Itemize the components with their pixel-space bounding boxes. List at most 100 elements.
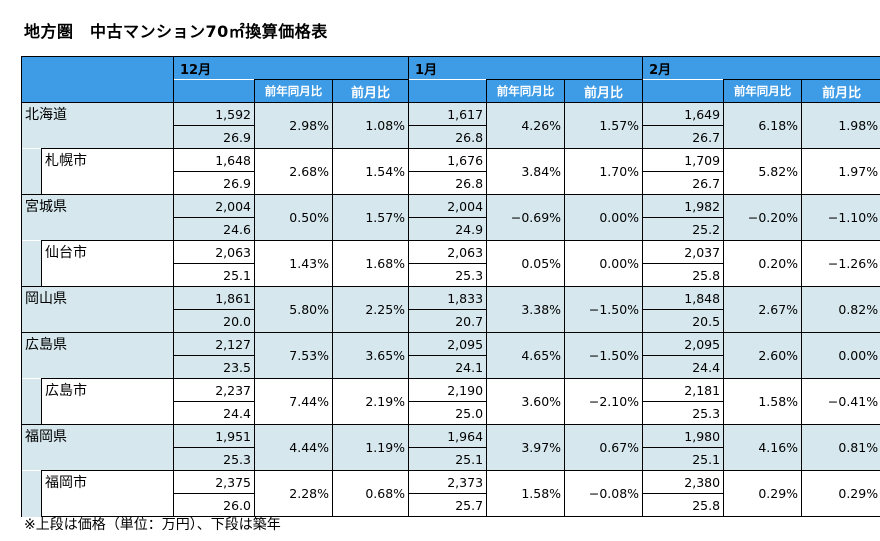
header-blank [408, 79, 488, 103]
price-cell: 2,190 [408, 378, 488, 402]
region-row-price: 北海道 1,592 2.98% 1.08% 1,617 4.26% 1.57% 1,649 6.… [21, 102, 880, 149]
region-row-age: 24.4 25.0 25.3 [22, 401, 880, 425]
region-row-age: 25.3 25.1 25.1 [22, 447, 880, 471]
yoy-cell: 2.60% [723, 332, 803, 379]
header-corner [21, 56, 174, 103]
header-mom: 前月比 [801, 79, 880, 103]
age-cell: 25.3 [408, 263, 488, 287]
mom-cell: 1.97% [801, 148, 880, 195]
region-row-price: 仙台市 2,063 1.43% 1.68% 2,063 0.05% 0.00% 2,037 0.… [21, 240, 880, 287]
region-row-price: 宮城県 2,004 0.50% 1.57% 2,004 −0.69% 0.00% 1,982−… [21, 194, 880, 241]
mom-cell: −1.26% [801, 240, 880, 287]
region-name: 札幌市 [41, 148, 174, 195]
mom-cell: 0.67% [564, 424, 644, 471]
region-name: 福岡市 [41, 470, 174, 517]
region-row-age: 24.6 24.9 25.2 [22, 217, 880, 241]
price-cell: 1,848 [642, 286, 725, 310]
region-row-price: 札幌市 1,648 2.68% 1.54% 1,676 3.84% 1.70% 1,709 5.… [21, 148, 880, 195]
age-cell: 26.8 [408, 171, 488, 195]
age-cell: 26.9 [173, 171, 255, 195]
header-month: 1月 [408, 56, 644, 80]
page-title: 地方圏 中古マンション70㎡換算価格表 [24, 22, 328, 41]
mom-cell: 1.08% [331, 102, 410, 149]
price-cell: 2,004 [408, 194, 488, 218]
mom-cell: −2.10% [564, 378, 644, 425]
yoy-cell: 4.26% [486, 102, 566, 149]
age-cell: 25.8 [642, 493, 725, 517]
header-sub-row: 前年同月比 前月比 前年同月比 前月比 前年同月比 前月比 [22, 79, 880, 103]
price-cell: 1,964 [408, 424, 488, 448]
mom-cell: −0.41% [801, 378, 880, 425]
price-cell: 2,063 [408, 240, 488, 264]
price-cell: 2,380 [642, 470, 725, 494]
age-cell: 20.0 [173, 309, 255, 333]
price-cell: 2,127 [173, 332, 255, 356]
price-cell: 2,037 [642, 240, 725, 264]
region-name: 広島市 [41, 378, 174, 425]
header-mom: 前月比 [564, 79, 644, 103]
age-cell: 25.8 [642, 263, 725, 287]
header-yoy: 前年同月比 [723, 79, 803, 103]
yoy-cell: 3.97% [486, 424, 566, 471]
age-cell: 24.4 [642, 355, 725, 379]
header-yoy: 前年同月比 [486, 79, 566, 103]
header-yoy: 前年同月比 [254, 79, 333, 103]
price-cell: 1,592 [173, 102, 255, 126]
header-month: 12月 [172, 56, 410, 80]
age-cell: 24.4 [173, 401, 255, 425]
age-cell: 23.5 [173, 355, 255, 379]
price-cell: 2,095 [408, 332, 488, 356]
yoy-cell: 3.60% [486, 378, 566, 425]
price-cell: 1,617 [408, 102, 488, 126]
region-name: 福岡県 [21, 424, 174, 471]
yoy-cell: 1.58% [486, 470, 566, 517]
mom-cell: 3.65% [331, 332, 410, 379]
header-blank [173, 79, 255, 103]
price-cell: 2,063 [173, 240, 255, 264]
age-cell: 24.6 [173, 217, 255, 241]
yoy-cell: 5.80% [254, 286, 333, 333]
mom-cell: 1.57% [564, 102, 644, 149]
price-cell: 2,237 [173, 378, 255, 402]
header-blank [642, 79, 725, 103]
mom-cell: 2.19% [331, 378, 410, 425]
yoy-cell: 0.20% [723, 240, 803, 287]
footnote: ※上段は価格（単位：万円）、下段は築年 [24, 517, 281, 533]
age-cell: 25.1 [408, 447, 488, 471]
mom-cell: −0.08% [564, 470, 644, 517]
yoy-cell: 0.05% [486, 240, 566, 287]
mom-cell: 1.54% [331, 148, 410, 195]
yoy-cell: 6.18% [723, 102, 803, 149]
region-row-age: 26.0 25.7 25.8 [22, 493, 880, 517]
price-cell: 2,375 [173, 470, 255, 494]
mom-cell: 0.68% [331, 470, 410, 517]
region-name: 岡山県 [21, 286, 174, 333]
age-cell: 26.9 [173, 125, 255, 149]
mom-cell: 0.82% [801, 286, 880, 333]
price-table: 12月 1月 2月 前年同月比 前月比 前年同月比 前月比 前年同月比 前月比 … [21, 56, 880, 517]
header-mom: 前月比 [331, 79, 410, 103]
region-name: 仙台市 [41, 240, 174, 287]
mom-cell: 0.29% [801, 470, 880, 517]
price-cell: 1,649 [642, 102, 725, 126]
yoy-cell: −0.69% [486, 194, 566, 241]
age-cell: 26.7 [642, 171, 725, 195]
price-cell: 1,833 [408, 286, 488, 310]
yoy-cell: 0.50% [254, 194, 333, 241]
mom-cell: 0.00% [801, 332, 880, 379]
age-cell: 25.3 [642, 401, 725, 425]
region-row-price: 福岡県 1,951 4.44% 1.19% 1,964 3.97% 0.67% 1,980 4.… [21, 424, 880, 471]
age-cell: 20.7 [408, 309, 488, 333]
price-cell: 1,861 [173, 286, 255, 310]
header-month-row: 12月 1月 2月 [21, 56, 880, 103]
yoy-cell: 2.68% [254, 148, 333, 195]
price-cell: 1,980 [642, 424, 725, 448]
yoy-cell: 0.29% [723, 470, 803, 517]
region-row-price: 広島県 2,127 7.53% 3.65% 2,095 4.65% −1.50% 2,095 2… [21, 332, 880, 379]
price-cell: 2,373 [408, 470, 488, 494]
yoy-cell: 1.43% [254, 240, 333, 287]
header-month: 2月 [642, 56, 880, 80]
yoy-cell: 2.98% [254, 102, 333, 149]
age-cell: 25.1 [642, 447, 725, 471]
region-row-price: 岡山県 1,861 5.80% 2.25% 1,833 3.38% −1.50% 1,848 2… [21, 286, 880, 333]
